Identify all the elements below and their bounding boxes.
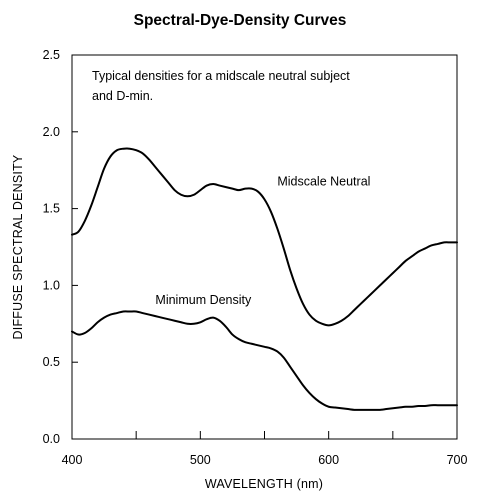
x-tick-label: 700 [447,453,468,467]
x-tick-label: 400 [62,453,83,467]
y-axis-label: DIFFUSE SPECTRAL DENSITY [11,154,25,339]
minimum-density-label: Minimum Density [155,293,252,307]
x-axis-ticks: 400 500 600 700 [62,431,468,467]
y-tick-label: 0.5 [43,355,60,369]
annotation-line-2: and D-min. [92,89,153,103]
plot-frame [71,54,458,440]
chart-title: Spectral-Dye-Density Curves [134,12,347,29]
annotation-line-1: Typical densities for a midscale neutral… [92,69,350,83]
y-tick-label: 1.0 [43,278,60,292]
y-tick-label: 0.0 [43,432,60,446]
y-tick-label: 2.0 [43,125,60,139]
x-tick-label: 600 [318,453,339,467]
y-axis-ticks: 0.0 0.5 1.0 1.5 2.0 2.5 [43,48,78,446]
x-axis-label: WAVELENGTH (nm) [205,477,323,491]
minimum-density-curve [71,310,458,411]
y-tick-label: 1.5 [43,202,60,216]
y-tick-label: 2.5 [43,48,60,62]
x-tick-label: 500 [190,453,211,467]
series-layer: Midscale Neutral Minimum Density [71,147,458,411]
midscale-neutral-label: Midscale Neutral [277,175,370,189]
midscale-neutral-curve [71,147,458,327]
